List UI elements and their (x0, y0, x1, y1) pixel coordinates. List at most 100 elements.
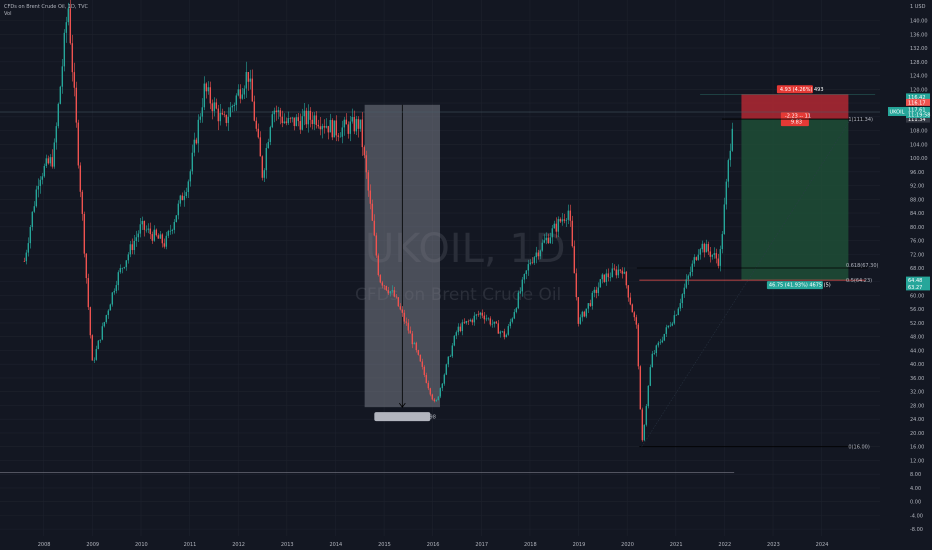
candle-body (499, 331, 502, 334)
candle-body (31, 211, 34, 228)
candle-body (343, 119, 346, 128)
candle-body (703, 243, 706, 253)
candle-body (611, 268, 614, 278)
candle-body (179, 195, 182, 204)
candle-body (67, 8, 70, 23)
candle-body (203, 83, 206, 108)
candle-body (301, 116, 304, 130)
candle-body (293, 117, 296, 127)
candle-body (601, 274, 604, 280)
candle-body (397, 297, 400, 307)
candle-body (257, 128, 260, 138)
price-tag-bg (906, 98, 930, 106)
candle-body (151, 234, 154, 241)
candle-body (195, 139, 198, 144)
candle-body (297, 117, 300, 122)
candle-body (163, 243, 166, 247)
candle-body (485, 318, 488, 320)
y-tick-label: 136.00 (910, 32, 928, 38)
candle-body (655, 345, 658, 354)
candle-body (115, 285, 118, 291)
candle-body (331, 120, 334, 138)
x-tick-label: 2013 (281, 542, 294, 548)
x-tick-label: 2016 (427, 542, 440, 548)
y-tick-label: 12.00 (910, 458, 924, 464)
candle-body (363, 147, 366, 156)
candle-body (119, 268, 122, 273)
candle-body (321, 126, 324, 130)
band-line-label: 0.618(67.30) (846, 263, 879, 269)
candle-body (515, 308, 518, 313)
candle-body (233, 104, 236, 107)
candle-body (667, 325, 670, 328)
currency-label[interactable]: 1 USD (910, 4, 926, 10)
candle-body (709, 251, 712, 257)
candle-body (279, 110, 282, 117)
candle-body (629, 297, 632, 305)
candle-body (385, 286, 388, 291)
candle-body (45, 158, 48, 166)
y-tick-label: 124.00 (910, 74, 928, 80)
candle-body (25, 252, 28, 262)
candle-body (579, 317, 582, 324)
candle-body (719, 249, 722, 266)
target-label-bg (766, 281, 823, 290)
upper-line-label: 1(111.34) (848, 117, 873, 123)
candle-body (603, 274, 606, 282)
candle-body (365, 155, 368, 173)
y-tick-label: 20.00 (910, 431, 924, 437)
candle-body (313, 115, 316, 125)
candle-body (245, 72, 248, 89)
x-axis[interactable]: 2008 2009 2010 2011 2012 2013 2014 2015 2016 2017… (38, 542, 829, 548)
candle-body (565, 219, 568, 221)
candle-body (173, 222, 176, 230)
measure-tool[interactable]: -87.98 (-76.25%) -8798 (364, 104, 440, 422)
candle-body (387, 290, 390, 294)
candle-body (701, 243, 704, 250)
candle-body (231, 106, 234, 108)
candle-body (725, 181, 728, 205)
candle-body (489, 318, 492, 325)
short-position-tool[interactable]: 4.93 (4.26%) 493 -2.23 -- 119.83 46.75 (41… (741, 85, 849, 290)
candle-body (573, 246, 576, 274)
y-axis[interactable]: 140.00 136.00 132.00 128.00 124.00 120.00 116.… (910, 19, 928, 534)
candle-body (377, 255, 380, 276)
candle-body (597, 287, 600, 293)
candle-body (261, 156, 264, 178)
candle-body (643, 424, 646, 441)
candle-body (339, 136, 342, 138)
candle-body (697, 254, 700, 260)
candle-body (175, 215, 178, 223)
candle-body (357, 119, 360, 129)
candle-body (259, 137, 262, 157)
candle-body (525, 270, 528, 275)
volume-indicator-label[interactable]: Vol (4, 11, 11, 17)
candle-body (137, 233, 140, 238)
candle-body (283, 121, 286, 124)
candle-body (263, 170, 266, 178)
fib-lines[interactable]: 0.5(64.23) 0.618(67.30) 1(111.34) 0(16.00) (0, 94, 880, 473)
candle-body (481, 312, 484, 316)
y-tick-label: 88.00 (910, 197, 924, 203)
candle-body (451, 345, 454, 357)
candle-body (53, 142, 56, 167)
measure-label: -87.98 (-76.25%) -8798 (377, 415, 436, 421)
candle-body (379, 275, 382, 283)
candle-body (561, 219, 564, 222)
candle-body (395, 296, 398, 298)
candle-body (669, 325, 672, 327)
price-tag-bg (906, 93, 930, 101)
price-tag-bg (906, 115, 930, 123)
candle-body (551, 228, 554, 238)
candle-body (729, 150, 732, 161)
candle-body (717, 258, 720, 266)
candle-body (75, 87, 78, 123)
candle-body (659, 342, 662, 343)
candle-body (39, 179, 42, 186)
candle-body (315, 115, 318, 125)
candle-body (645, 406, 648, 425)
candle-body (285, 121, 288, 124)
candle-body (607, 273, 610, 278)
